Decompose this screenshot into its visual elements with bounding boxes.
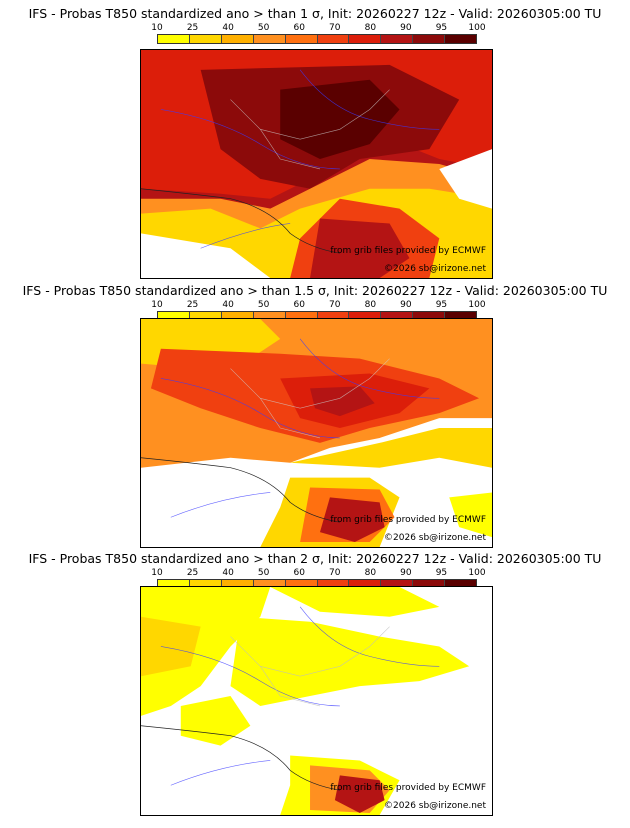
colorbar-swatch	[189, 312, 222, 320]
colorbar-tick-label: 70	[329, 568, 341, 578]
colorbar-labels: 10 25 40 50 60 70 80 90 95 100	[151, 23, 485, 33]
colorbar-swatch	[221, 35, 254, 43]
colorbar-tick-label: 50	[257, 300, 270, 310]
colorbar-swatch	[381, 580, 414, 588]
credit-source: from grib files provided by ECMWF	[330, 246, 486, 256]
colorbar-tick-label: 10	[151, 300, 163, 310]
colorbar-tick-label: 100	[468, 568, 486, 578]
colorbar-swatch	[413, 312, 446, 320]
colorbar-tick-label: 95	[435, 23, 448, 33]
credit-source: from grib files provided by ECMWF	[330, 783, 486, 793]
colorbar-tick-label: 25	[186, 300, 199, 310]
colorbar-tick-label: 10	[151, 23, 163, 33]
colorbar-tick-label: 25	[186, 568, 199, 578]
colorbar-labels: 10 25 40 50 60 70 80 90 95 100	[151, 300, 485, 310]
colorbar-tick-label: 90	[400, 568, 412, 578]
credit-copyright: ©2026 sb@irizone.net	[384, 533, 486, 543]
colorbar-swatch	[349, 580, 382, 588]
colorbar-swatch	[445, 312, 477, 320]
colorbar-tick-label: 70	[329, 23, 341, 33]
colorbar-tick-label: 90	[400, 300, 412, 310]
colorbar-tick-label: 60	[293, 568, 305, 578]
panel-title: IFS - Probas T850 standardized ano > tha…	[28, 551, 602, 566]
colorbar-swatch	[158, 35, 190, 43]
colorbar-tick-label: 60	[293, 300, 305, 310]
credit-source: from grib files provided by ECMWF	[330, 515, 486, 525]
colorbar: 10 25 40 50 60 70 80 90 95 100	[151, 23, 486, 47]
colorbar-swatch	[285, 35, 318, 43]
colorbar-tick-label: 70	[329, 300, 341, 310]
colorbar-swatch	[221, 580, 254, 588]
colorbar-swatch	[189, 580, 222, 588]
colorbar-swatch	[221, 312, 254, 320]
panel-3: IFS - Probas T850 standardized ano > tha…	[0, 550, 630, 825]
probability-map: from grib files provided by ECMWF ©2026 …	[140, 586, 493, 816]
colorbar-tick-label: 40	[222, 568, 234, 578]
colorbar-tick-label: 50	[257, 568, 270, 578]
colorbar-labels: 10 25 40 50 60 70 80 90 95 100	[151, 568, 485, 578]
colorbar-bar	[157, 311, 477, 321]
colorbar-swatch	[349, 35, 382, 43]
colorbar-swatch	[317, 580, 350, 588]
probability-map: from grib files provided by ECMWF ©2026 …	[140, 49, 493, 279]
credit-copyright: ©2026 sb@irizone.net	[384, 801, 486, 811]
map-field	[141, 319, 492, 547]
colorbar-swatch	[285, 580, 318, 588]
probability-map: from grib files provided by ECMWF ©2026 …	[140, 318, 493, 548]
colorbar-tick-label: 10	[151, 568, 163, 578]
colorbar-tick-label: 40	[222, 300, 234, 310]
colorbar-swatch	[253, 580, 286, 588]
colorbar-swatch	[189, 35, 222, 43]
colorbar-bar	[157, 34, 477, 44]
colorbar-swatch	[317, 312, 350, 320]
colorbar-tick-label: 100	[468, 23, 486, 33]
colorbar-tick-label: 80	[364, 23, 377, 33]
colorbar-swatch	[285, 312, 318, 320]
colorbar-tick-label: 50	[257, 23, 270, 33]
colorbar-tick-label: 100	[468, 300, 486, 310]
colorbar-swatch	[158, 312, 190, 320]
panel-title: IFS - Probas T850 standardized ano > tha…	[22, 283, 608, 298]
credit-copyright: ©2026 sb@irizone.net	[384, 264, 486, 274]
colorbar-swatch	[381, 312, 414, 320]
colorbar-swatch	[349, 312, 382, 320]
colorbar-tick-label: 90	[400, 23, 412, 33]
map-field	[141, 587, 492, 815]
colorbar-swatch	[158, 580, 190, 588]
colorbar-tick-label: 60	[293, 23, 305, 33]
panel-1: IFS - Probas T850 standardized ano > tha…	[0, 5, 630, 280]
colorbar-swatch	[445, 35, 477, 43]
colorbar: 10 25 40 50 60 70 80 90 95 100	[151, 300, 486, 324]
colorbar-swatch	[253, 35, 286, 43]
map-field	[141, 50, 492, 278]
colorbar-tick-label: 80	[364, 568, 377, 578]
colorbar-tick-label: 25	[186, 23, 199, 33]
colorbar-tick-label: 80	[364, 300, 377, 310]
colorbar-swatch	[413, 35, 446, 43]
colorbar-swatch	[445, 580, 477, 588]
colorbar-swatch	[317, 35, 350, 43]
colorbar-tick-label: 95	[435, 300, 448, 310]
colorbar-tick-label: 40	[222, 23, 234, 33]
panel-title: IFS - Probas T850 standardized ano > tha…	[28, 6, 602, 21]
colorbar-swatch	[253, 312, 286, 320]
colorbar-tick-label: 95	[435, 568, 448, 578]
panel-2: IFS - Probas T850 standardized ano > tha…	[0, 282, 630, 552]
colorbar-swatch	[413, 580, 446, 588]
colorbar-swatch	[381, 35, 414, 43]
